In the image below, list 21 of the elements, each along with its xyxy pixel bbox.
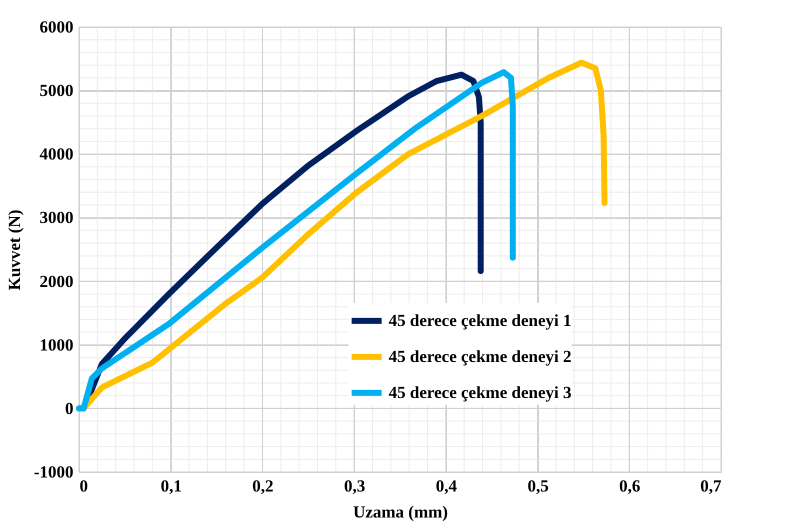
legend-label: 45 derece çekme deneyi 2 (388, 346, 572, 366)
x-tick-label: 0,6 (619, 476, 640, 496)
y-tick-label: 4000 (40, 144, 74, 164)
x-tick-label: 0,2 (252, 476, 274, 496)
legend-label: 45 derece çekme deneyi 1 (388, 310, 572, 330)
legend-label: 45 derece çekme deneyi 3 (388, 382, 572, 402)
y-tick-label: 6000 (40, 18, 74, 36)
y-tick-label: 3000 (40, 208, 74, 228)
y-tick-label: 1000 (40, 335, 74, 354)
x-tick-label: 0,1 (160, 476, 182, 496)
x-tick-label: 0,5 (527, 476, 549, 496)
x-tick-label: 0,7 (700, 476, 722, 496)
y-axis-title: Kuvvet (N) (4, 210, 24, 290)
y-tick-label: 5000 (40, 81, 74, 100)
y-tick-label: -1000 (34, 462, 74, 482)
y-tick-label: 0 (65, 398, 74, 418)
x-tick-label: 0,3 (344, 476, 366, 496)
x-tick-label: 0 (80, 476, 88, 496)
x-tick-label: 0,4 (436, 476, 458, 496)
x-axis-title: Uzama (mm) (353, 502, 448, 522)
y-tick-label: 2000 (40, 272, 74, 291)
